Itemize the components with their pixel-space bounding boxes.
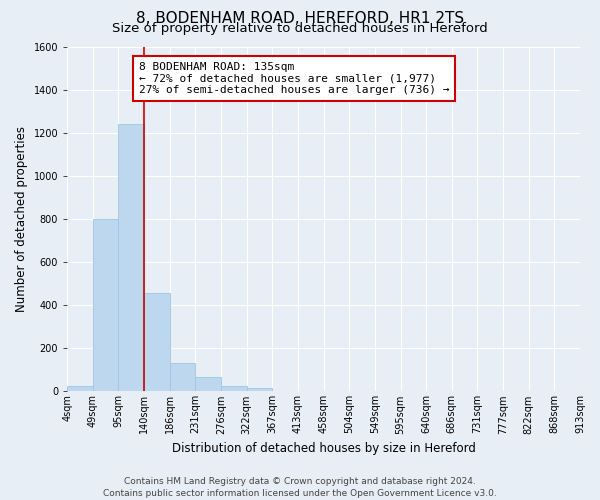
Bar [144, 294, 170, 392]
Bar [247, 388, 272, 392]
Text: 8, BODENHAM ROAD, HEREFORD, HR1 2TS: 8, BODENHAM ROAD, HEREFORD, HR1 2TS [136, 11, 464, 26]
Y-axis label: Number of detached properties: Number of detached properties [15, 126, 28, 312]
Bar [170, 364, 196, 392]
Bar [93, 219, 118, 392]
Text: Contains HM Land Registry data © Crown copyright and database right 2024.
Contai: Contains HM Land Registry data © Crown c… [103, 476, 497, 498]
Text: 8 BODENHAM ROAD: 135sqm
← 72% of detached houses are smaller (1,977)
27% of semi: 8 BODENHAM ROAD: 135sqm ← 72% of detache… [139, 62, 449, 95]
Bar [196, 378, 221, 392]
Text: Size of property relative to detached houses in Hereford: Size of property relative to detached ho… [112, 22, 488, 35]
Bar [221, 386, 247, 392]
Bar [67, 386, 93, 392]
Bar [118, 124, 144, 392]
X-axis label: Distribution of detached houses by size in Hereford: Distribution of detached houses by size … [172, 442, 476, 455]
